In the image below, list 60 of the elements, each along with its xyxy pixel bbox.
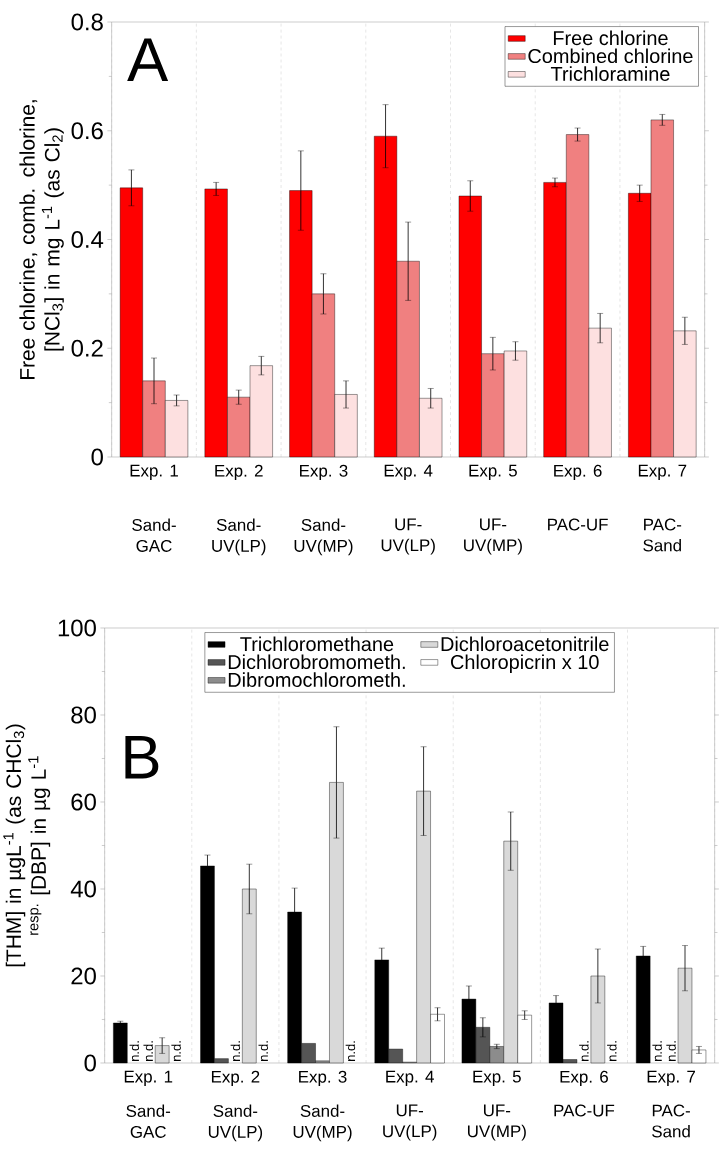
text: UF-UV(MP) <box>468 1104 527 1141</box>
x-tick-label: Exp. 2 <box>212 1070 260 1087</box>
text: UF-UV(LP) <box>383 1104 437 1141</box>
y-tick-label: 0.2 <box>71 339 103 357</box>
text: n.d. <box>607 1041 617 1061</box>
text: PAC-Sand <box>652 1104 691 1138</box>
legend-label: Dichlorobromometh. <box>229 654 405 670</box>
x-tick-label: Exp. 5 <box>469 464 518 480</box>
legend-label: Free chlorine <box>554 30 668 46</box>
x-tick-label: Exp. 1 <box>130 464 179 480</box>
y-tick-label: 80 <box>71 706 97 724</box>
x-tick-label: Exp. 4 <box>384 464 433 480</box>
text: Sand-UV(MP) <box>293 1104 352 1142</box>
y-tick-label: 0 <box>84 1054 97 1072</box>
y-tick-label: 20 <box>71 967 97 985</box>
text: UF-UV(LP) <box>381 518 436 555</box>
text: n.d. <box>345 1041 356 1061</box>
y-tick-label: 0.8 <box>71 13 103 31</box>
text: n.d. <box>143 1041 154 1061</box>
text: PAC-UF <box>548 518 608 531</box>
y-tick-label: 100 <box>58 619 97 637</box>
x-tick-label: Exp. 7 <box>639 464 687 480</box>
y-tick-label: 0 <box>91 448 104 466</box>
text: n.d. <box>171 1041 182 1061</box>
text: B <box>125 735 159 779</box>
text: Sand-GAC <box>132 518 177 552</box>
legend-label: Combined chlorine <box>528 48 693 64</box>
y-tick-label: 0.4 <box>71 231 104 248</box>
x-tick-label: Exp. 7 <box>647 1070 696 1086</box>
y-tick-label: 40 <box>71 880 97 898</box>
text: Sand-UV(LP) <box>212 518 266 556</box>
text: n.d. <box>129 1041 140 1061</box>
legend-label: Dibromochlorometh. <box>229 672 405 687</box>
legend-label: Trichloromethane <box>240 636 394 652</box>
x-tick-label: Exp. 5 <box>473 1070 522 1086</box>
legend-label: Dichloroacetonitrile <box>441 636 609 652</box>
text: n.d. <box>230 1041 241 1061</box>
legend-label: Chloropicrin x 10 <box>451 654 599 674</box>
x-tick-label: Exp. 3 <box>299 1070 347 1087</box>
text: n.d. <box>666 1041 676 1061</box>
x-tick-label: Exp. 6 <box>560 1070 609 1087</box>
x-tick-label: Exp. 1 <box>124 1070 173 1086</box>
y-tick-label: 60 <box>71 793 97 811</box>
legend-label: Trichloramine <box>551 66 670 81</box>
text: Sand-UV(LP) <box>209 1104 263 1142</box>
x-tick-label: Exp. 3 <box>300 464 348 481</box>
text: PAC-Sand <box>643 518 682 552</box>
chart-title: A <box>127 38 169 82</box>
text: Sand-GAC <box>126 1104 171 1138</box>
text: n.d. <box>579 1041 589 1061</box>
text: UF-UV(MP) <box>464 518 523 555</box>
text: PAC-UF <box>554 1104 615 1117</box>
bar <box>113 1022 128 1064</box>
x-tick-label: Exp. 6 <box>554 464 602 481</box>
y-tick-label: 0.6 <box>71 122 103 140</box>
text: Sand-UV(MP) <box>294 518 353 556</box>
x-tick-label: Exp. 2 <box>215 464 263 481</box>
x-tick-label: Exp. 4 <box>386 1070 435 1086</box>
text: n.d. <box>652 1041 663 1061</box>
text: n.d. <box>258 1041 269 1061</box>
